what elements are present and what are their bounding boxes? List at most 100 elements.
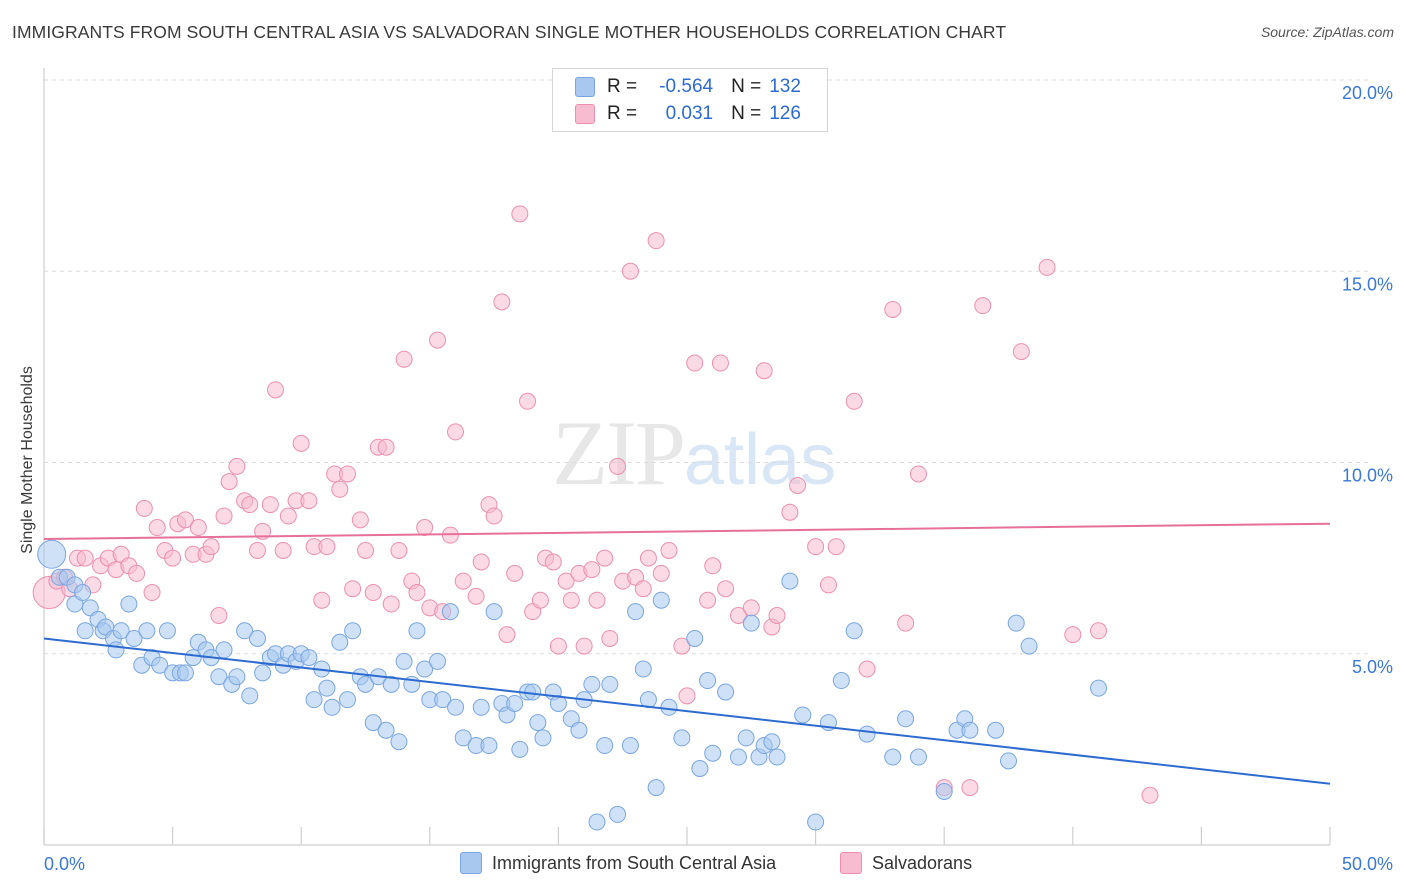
salvadorans-point (557, 572, 575, 590)
legend-swatch-blue (575, 77, 595, 97)
salvadorans-point (974, 297, 992, 315)
salvadorans-point (647, 232, 665, 250)
salvadorans-point (827, 538, 845, 556)
source-credit: Source: ZipAtlas.com (1260, 24, 1394, 40)
salvadorans-point (742, 599, 760, 617)
legend-n-label: N = (731, 76, 762, 97)
south-central-asia-point (344, 622, 362, 640)
series-legend-salvadorans[interactable]: Salvadorans (840, 852, 972, 874)
south-central-asia-point (125, 629, 143, 647)
salvadorans-point (228, 457, 246, 475)
south-central-asia-point (210, 668, 228, 686)
salvadorans-point (588, 591, 606, 609)
salvadorans-point (621, 262, 639, 280)
salvadorans-point (660, 541, 678, 559)
salvadorans-point (1038, 258, 1056, 276)
salvadorans-point (357, 541, 374, 559)
south-central-asia-point (529, 714, 547, 732)
south-central-asia-point (441, 603, 459, 621)
south-central-asia-point (158, 622, 176, 640)
salvadorans-point (135, 499, 153, 517)
salvadorans-point (261, 496, 279, 514)
south-central-asia-point (729, 748, 747, 766)
south-central-asia-point (935, 782, 953, 800)
series-legend-south-central-asia[interactable]: Immigrants from South Central Asia (460, 852, 776, 874)
salvadorans-point (210, 607, 228, 624)
south-central-asia-point (1000, 752, 1017, 770)
south-central-asia-point (37, 539, 67, 569)
salvadorans-point (128, 564, 146, 582)
series-legend: Immigrants from South Central Asia Salva… (0, 852, 1406, 878)
south-central-asia-point (236, 622, 254, 640)
south-central-asia-point (112, 622, 130, 640)
gridlines (44, 79, 1370, 655)
south-central-asia-point (897, 710, 915, 728)
south-central-asia-point (228, 668, 246, 686)
south-central-asia-point (858, 725, 876, 743)
salvadorans-point (266, 381, 284, 399)
south-central-asia-point (961, 721, 979, 739)
salvadorans-point (318, 538, 336, 556)
south-central-asia-points (37, 539, 1108, 831)
x-tick-label: 50.0% (1342, 854, 1393, 874)
south-central-asia-point (570, 721, 588, 739)
south-central-asia-point (447, 698, 465, 716)
south-central-asia-point (794, 706, 812, 724)
south-central-asia-point (673, 729, 691, 747)
south-central-asia-point (151, 656, 169, 674)
south-central-asia-point (416, 660, 434, 678)
salvadorans-point (768, 607, 786, 624)
salvadorans-point (781, 503, 799, 521)
south-central-asia-point (1090, 679, 1108, 697)
south-central-asia-point (621, 737, 639, 755)
salvadorans-point (215, 507, 233, 525)
salvadorans-point (241, 496, 259, 514)
legend-r-value: -0.564 (659, 76, 714, 97)
south-central-asia-point (768, 748, 786, 766)
south-central-asia-point (686, 629, 704, 647)
watermark-zip: ZIP (552, 402, 686, 504)
salvadorans-point (609, 457, 627, 475)
south-central-asia-point (511, 740, 529, 758)
south-central-asia-point (652, 591, 670, 609)
salvadorans-point (382, 595, 400, 613)
south-central-asia-point (395, 652, 413, 670)
south-central-asia-point (737, 729, 755, 747)
salvadorans-point (711, 354, 729, 372)
south-central-asia-point (549, 694, 567, 712)
legend-r-label: R = (607, 103, 638, 124)
salvadorans-point (884, 301, 902, 318)
salvadorans-point (819, 576, 837, 594)
south-central-asia-point (331, 633, 349, 651)
south-central-asia-point (524, 683, 542, 701)
salvadorans-point (390, 541, 408, 559)
south-central-asia-point (987, 721, 1005, 739)
salvadorans-point (189, 519, 207, 537)
x-tick-label: 0.0% (44, 854, 85, 874)
correlation-legend: R = -0.564 N = 132 R = 0.031 N = 126 (552, 68, 828, 132)
salvadorans-points (32, 205, 1159, 804)
salvadorans-point (704, 557, 722, 575)
salvadorans-point (220, 473, 238, 491)
salvadorans-point (789, 476, 807, 494)
salvadorans-point (858, 660, 876, 678)
south-central-asia-point (377, 721, 395, 739)
salvadorans-point (447, 423, 465, 441)
south-central-asia-point (390, 733, 408, 751)
salvadorans-point (729, 607, 747, 624)
salvadorans-point (454, 572, 472, 590)
salvadorans-point (313, 591, 331, 609)
south-central-asia-point (107, 641, 125, 659)
legend-n-value: 126 (769, 103, 801, 124)
series-label-south-central-asia: Immigrants from South Central Asia (492, 852, 777, 873)
salvadorans-point (248, 541, 266, 559)
salvadorans-point (395, 350, 413, 368)
salvadorans-point (511, 205, 529, 223)
series-swatch-pink (840, 852, 862, 874)
salvadorans-point (755, 362, 773, 380)
legend-row-salvadorans: R = 0.031 N = 126 (575, 102, 801, 126)
salvadorans-point (344, 580, 362, 598)
south-central-asia-point (807, 813, 825, 831)
watermark-atlas: atlas (684, 420, 837, 500)
trend-lines (43, 522, 1331, 785)
